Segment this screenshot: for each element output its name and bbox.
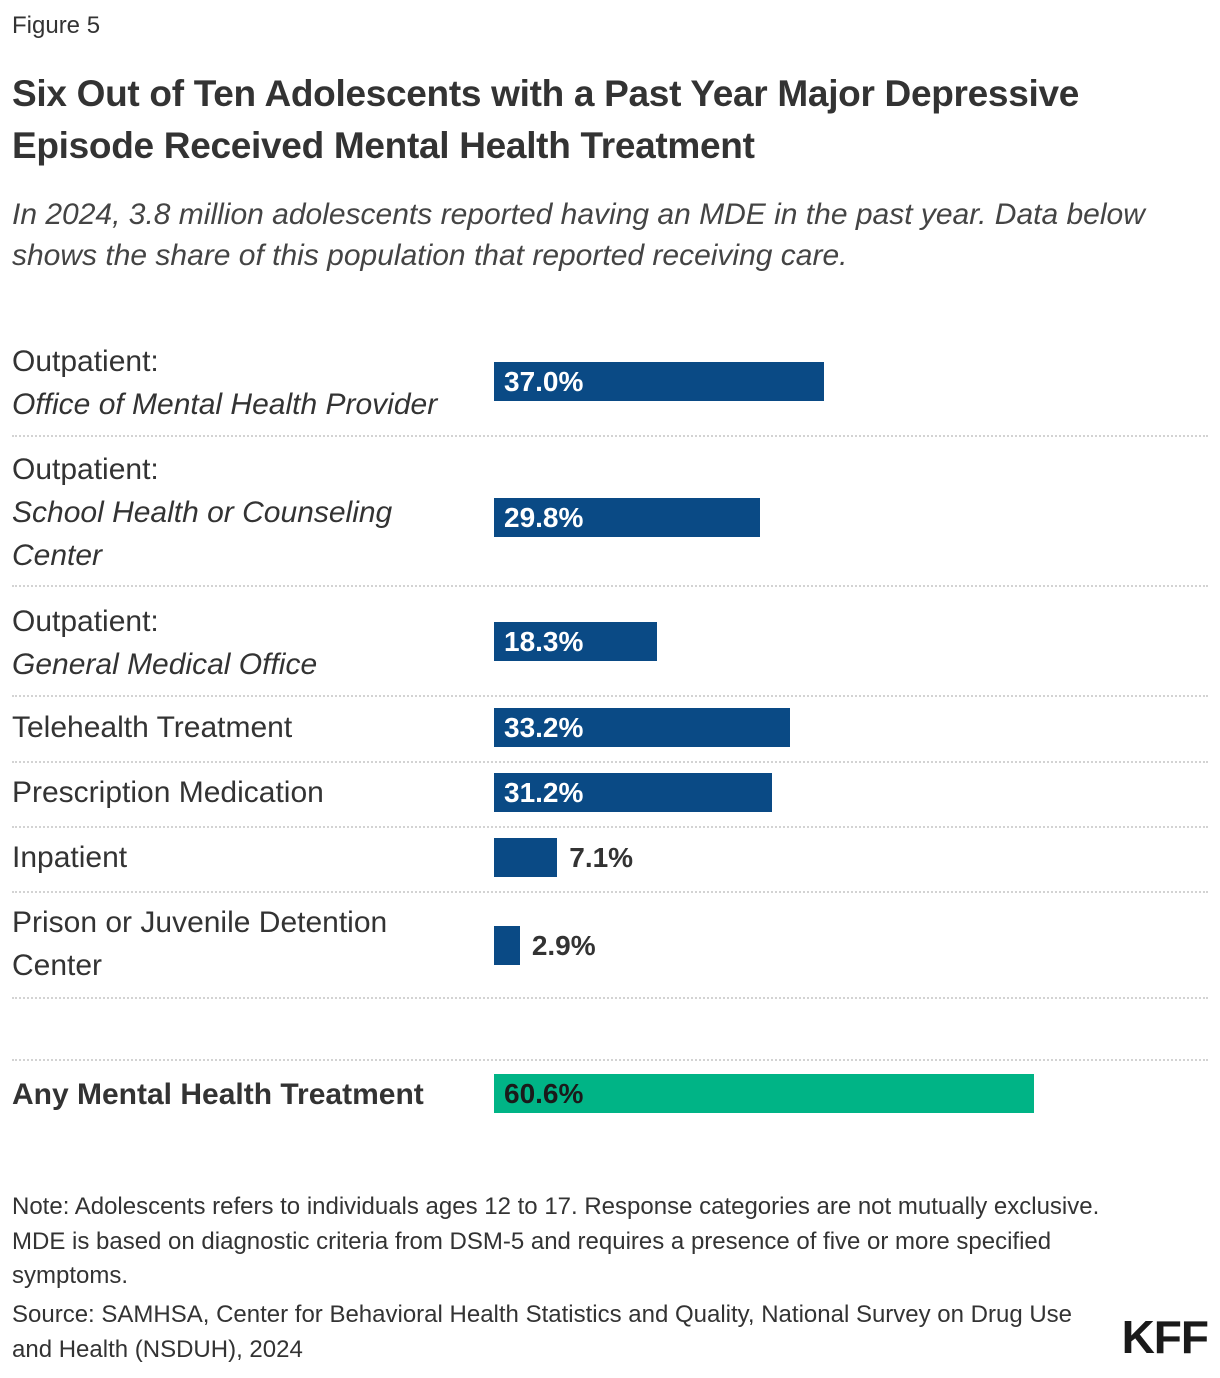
chart-row: Prescription Medication 31.2% xyxy=(12,765,1208,828)
category-label: Telehealth Treatment xyxy=(12,706,482,749)
total-data-label: 60.6% xyxy=(504,1078,584,1109)
data-label: 18.3% xyxy=(504,626,584,657)
category-label-main: Inpatient xyxy=(12,841,128,874)
data-label: 7.1% xyxy=(569,842,634,873)
category-label: Outpatient: Office of Mental Health Provi… xyxy=(12,340,482,426)
chart-row: Outpatient: School Health or Counseling C… xyxy=(12,448,1208,587)
category-label-sub: Office of Mental Health Provider xyxy=(12,388,438,421)
bar xyxy=(494,362,824,401)
category-label-main: Outpatient: xyxy=(12,345,159,378)
chart-row: Outpatient: General Medical Office 18.3% xyxy=(12,600,1208,697)
bar xyxy=(494,498,760,537)
total-bar xyxy=(494,1074,1034,1113)
bar xyxy=(494,622,658,661)
category-label-main: Outpatient: xyxy=(12,605,159,638)
total-label: Any Mental Health Treatment xyxy=(12,1078,424,1111)
category-label: Outpatient: School Health or Counseling C… xyxy=(12,448,482,577)
data-label: 33.2% xyxy=(504,712,584,743)
category-label-main: Prison or Juvenile Detention Center xyxy=(12,906,388,982)
chart-title: Six Out of Ten Adolescents with a Past Y… xyxy=(12,73,1080,166)
chart-subtitle: In 2024, 3.8 million adolescents reporte… xyxy=(12,198,1145,272)
category-label: Prison or Juvenile Detention Center xyxy=(12,901,482,987)
data-label: 37.0% xyxy=(504,366,584,397)
bar xyxy=(494,773,772,812)
chart-note: Note: Adolescents refers to individuals … xyxy=(12,1193,1100,1289)
chart-source: Source: SAMHSA, Center for Behavioral He… xyxy=(12,1301,1073,1363)
bar xyxy=(494,708,790,747)
data-label: 29.8% xyxy=(504,502,584,533)
bar xyxy=(494,926,520,965)
category-label: Inpatient xyxy=(12,836,482,879)
data-label: 31.2% xyxy=(504,777,584,808)
kff-logo: KFF xyxy=(1121,1311,1209,1363)
chart-row: Outpatient: Office of Mental Health Provi… xyxy=(12,340,1208,437)
category-label-sub: General Medical Office xyxy=(12,648,318,681)
data-label: 2.9% xyxy=(531,930,596,961)
chart-row: Inpatient 7.1% xyxy=(12,830,1208,893)
total-row: Any Mental Health Treatment 60.6% xyxy=(12,1070,1208,1120)
category-label: Prescription Medication xyxy=(12,771,482,814)
category-label: Outpatient: General Medical Office xyxy=(12,600,482,686)
figure-label: Figure 5 xyxy=(12,12,101,39)
category-label-sub: School Health or Counseling Center xyxy=(12,496,393,572)
bar xyxy=(494,838,558,877)
category-label-main: Outpatient: xyxy=(12,453,159,486)
chart-row: Prison or Juvenile Detention Center 2.9% xyxy=(12,895,1208,999)
category-label-main: Prescription Medication xyxy=(12,776,324,809)
category-label-main: Telehealth Treatment xyxy=(12,711,293,744)
total-separator xyxy=(12,1059,1208,1061)
chart-row: Telehealth Treatment 33.2% xyxy=(12,700,1208,763)
